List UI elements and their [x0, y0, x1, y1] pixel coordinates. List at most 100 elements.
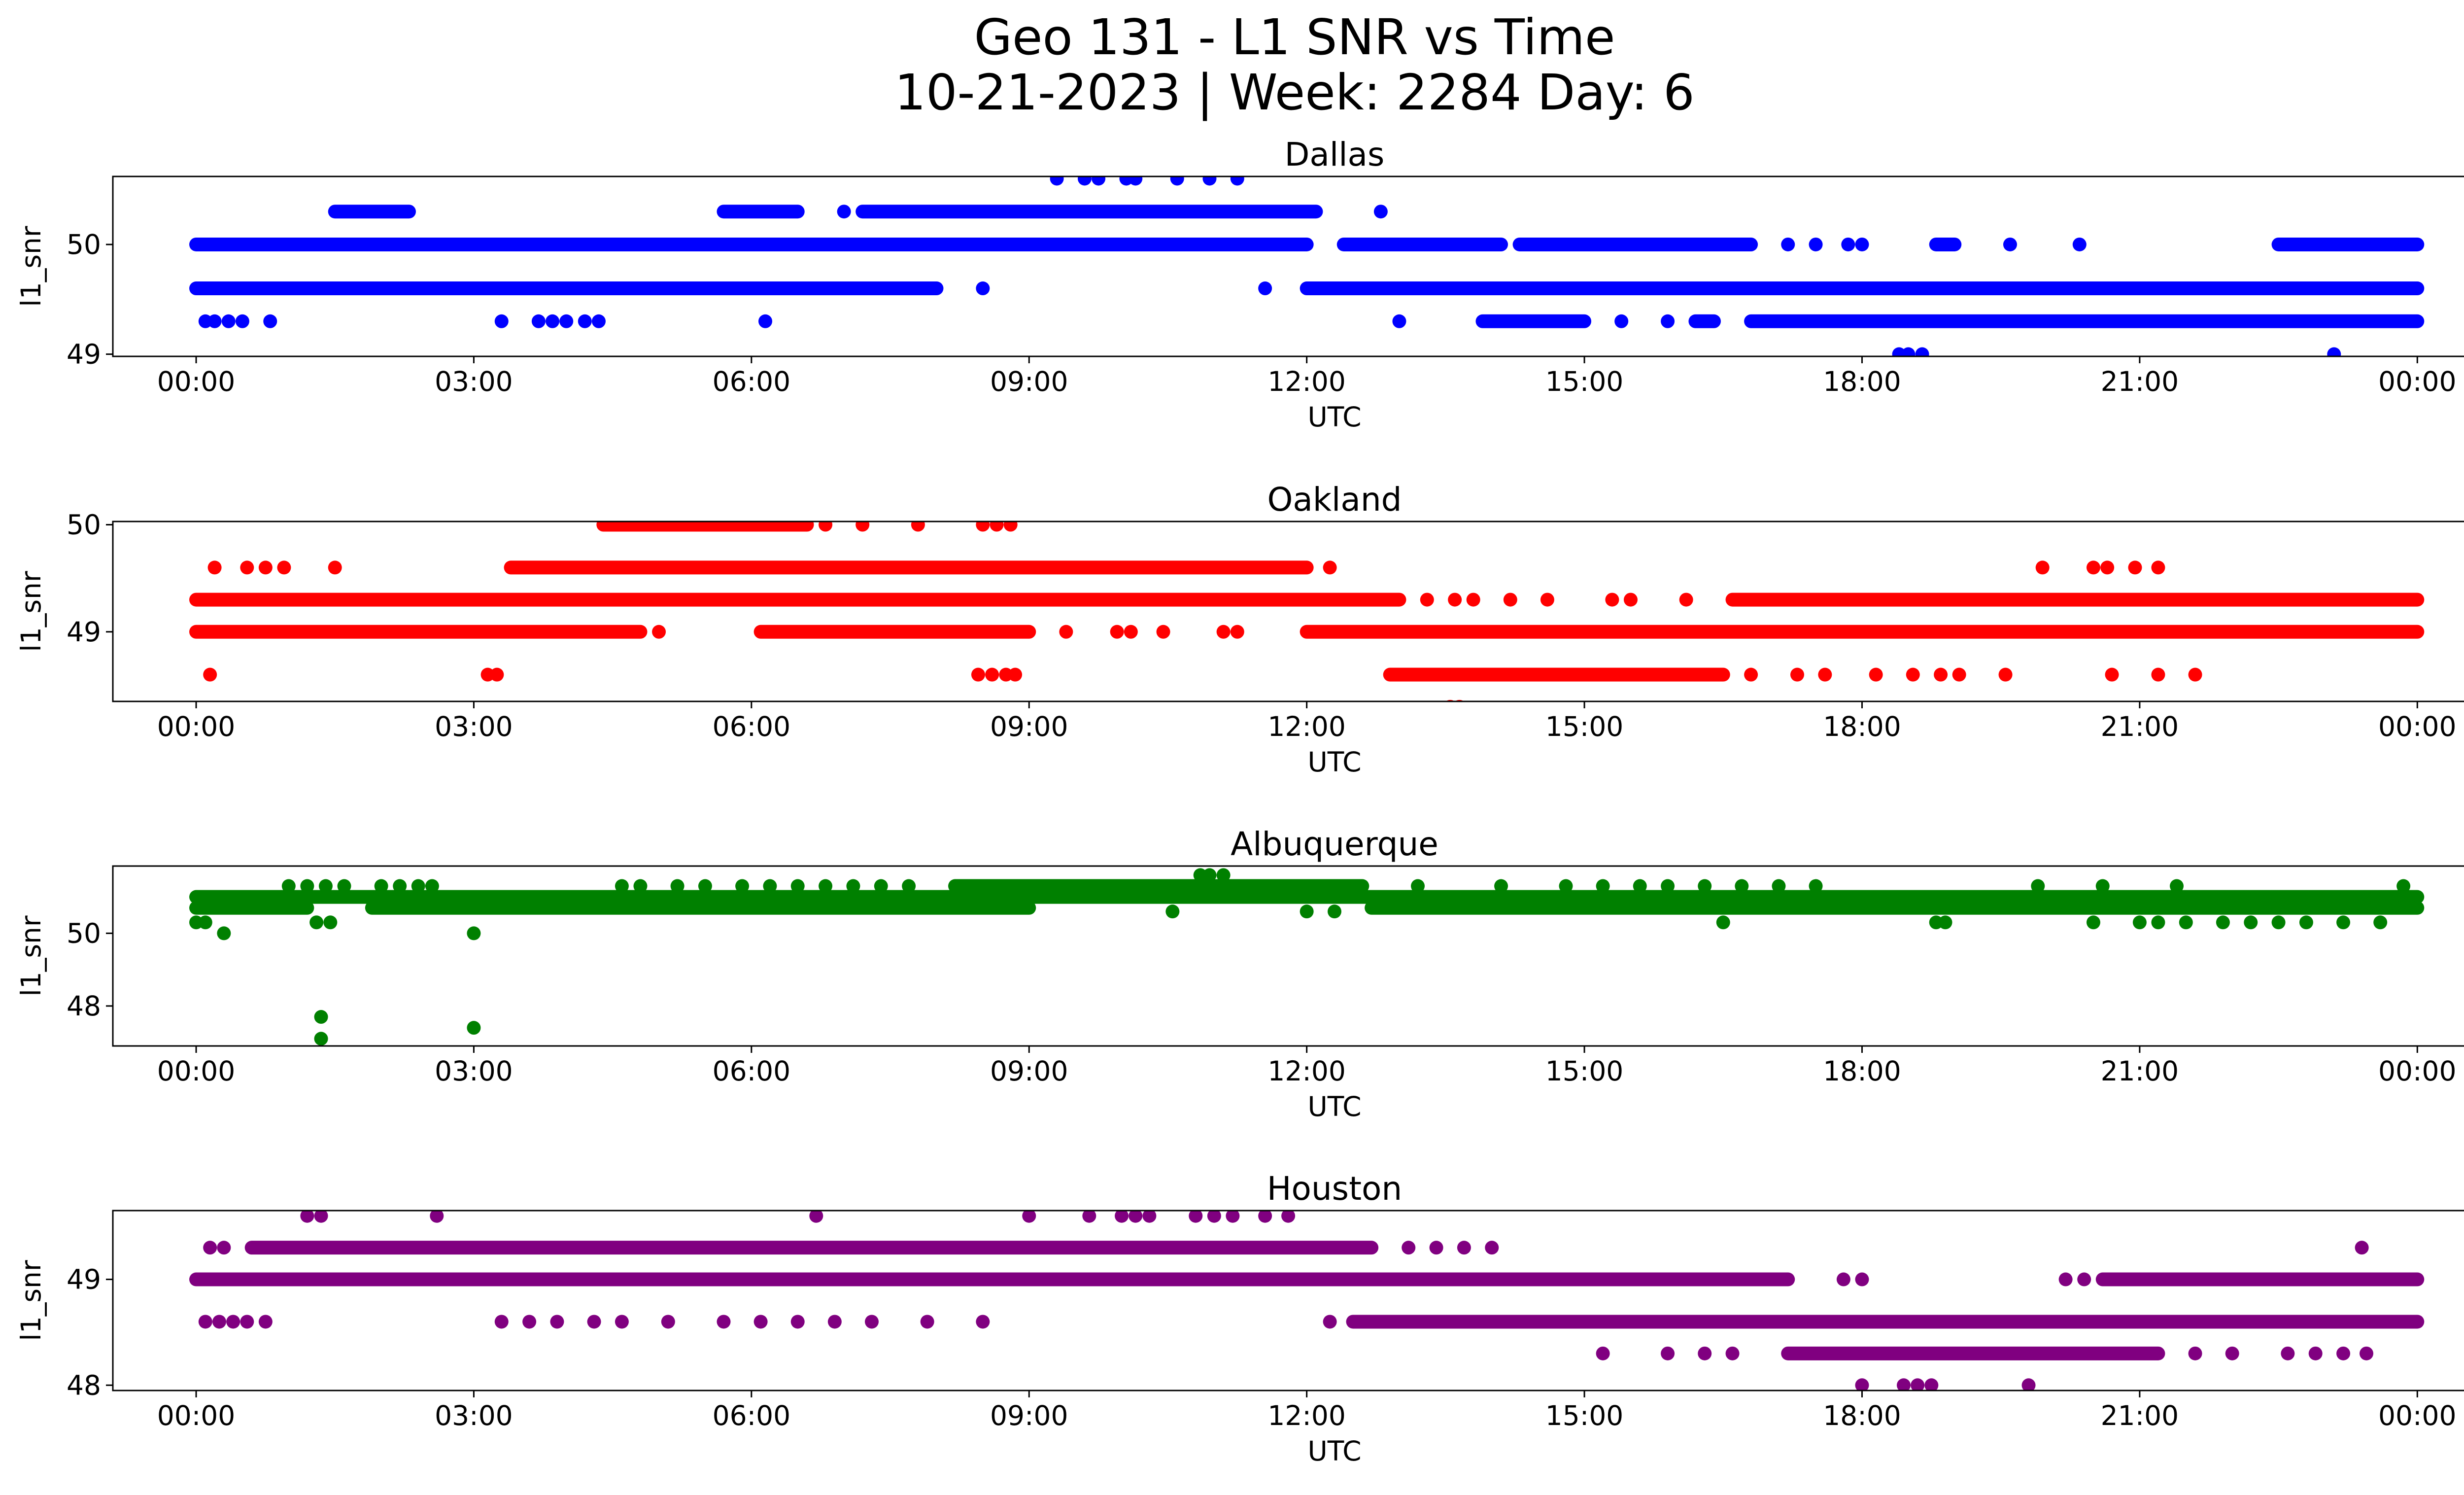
data-point	[1809, 237, 1823, 251]
data-point	[2128, 560, 2142, 575]
data-point	[911, 522, 925, 532]
data-point	[2281, 1346, 2295, 1360]
x-tick-label: 00:00	[157, 366, 236, 397]
x-tick-label: 18:00	[1823, 711, 1901, 742]
data-point	[314, 1032, 328, 1046]
y-tick-label: 50	[67, 509, 101, 541]
data-point	[467, 926, 481, 940]
x-tick-label: 00:00	[2378, 711, 2457, 742]
data-point	[856, 522, 870, 532]
data-point	[2100, 560, 2115, 575]
data-point	[1165, 904, 1180, 919]
data-point	[1559, 879, 1573, 893]
data-point	[2244, 915, 2258, 930]
data-point	[827, 1315, 842, 1329]
y-tick-label: 49	[67, 616, 101, 648]
data-point	[819, 522, 833, 532]
data-point	[328, 560, 342, 575]
data-point	[1003, 522, 1018, 532]
data-point	[258, 560, 273, 575]
x-tick-label: 06:00	[713, 1400, 791, 1431]
x-tick-label: 00:00	[2378, 366, 2457, 397]
x-tick-label: 00:00	[157, 711, 236, 742]
data-point	[425, 879, 439, 893]
data-point	[522, 1315, 537, 1329]
data-point	[1392, 314, 1406, 328]
data-point	[1230, 176, 1244, 186]
data-point	[1022, 1211, 1036, 1223]
data-point	[1661, 314, 1675, 328]
data-point	[1129, 1211, 1143, 1223]
data-point	[1698, 879, 1712, 893]
data-point	[2360, 1346, 2374, 1360]
data-point	[2151, 915, 2165, 930]
data-point	[652, 625, 666, 639]
data-point	[1448, 592, 1462, 607]
data-point	[763, 879, 777, 893]
data-point	[753, 1315, 768, 1329]
data-point	[1216, 625, 1231, 639]
data-point	[1092, 176, 1106, 186]
data-point	[874, 879, 888, 893]
data-point	[2072, 237, 2087, 251]
data-point	[531, 314, 546, 328]
data-point	[217, 926, 231, 940]
data-point	[2058, 1272, 2073, 1286]
x-tick-label: 15:00	[1545, 366, 1624, 397]
data-point	[1216, 868, 1231, 882]
x-tick-label: 00:00	[157, 1400, 236, 1431]
data-point	[1725, 1346, 1740, 1360]
data-point	[615, 879, 629, 893]
x-tick-label: 21:00	[2101, 1055, 2179, 1087]
data-point	[207, 560, 222, 575]
data-point	[374, 879, 388, 893]
data-point	[578, 314, 592, 328]
data-point	[546, 314, 560, 328]
y-axis-label: l1_snr	[15, 226, 47, 307]
data-point	[661, 1315, 675, 1329]
data-point	[1614, 314, 1629, 328]
data-point	[1110, 625, 1124, 639]
data-point	[1934, 667, 1948, 682]
data-point	[1633, 879, 1647, 893]
data-point	[1008, 667, 1023, 682]
data-point	[985, 667, 999, 682]
panel-title: Oakland	[1267, 481, 1402, 519]
data-point	[2132, 915, 2147, 930]
data-point	[1896, 1378, 1911, 1391]
axes-frame	[112, 175, 2464, 357]
panels: 00:00 03:00 06:00 09:00 12:00 15:00 18:00 21:00…	[15, 136, 2464, 1467]
data-point	[2179, 915, 2193, 930]
data-point	[1323, 1315, 1337, 1329]
data-point	[971, 667, 985, 682]
data-point	[240, 560, 254, 575]
x-tick-label: 03:00	[435, 366, 513, 397]
data-point	[2188, 667, 2202, 682]
data-point	[235, 314, 249, 328]
data-point	[1230, 625, 1244, 639]
data-point	[1818, 667, 1832, 682]
y-tick-label: 49	[67, 1264, 101, 1295]
data-point	[1300, 904, 1314, 919]
x-tick-label: 15:00	[1545, 1055, 1624, 1087]
data-point	[2299, 915, 2313, 930]
panel-title: Dallas	[1285, 136, 1385, 174]
panel-title: Houston	[1267, 1170, 1402, 1208]
data-point	[467, 1021, 481, 1035]
data-point	[1202, 868, 1217, 882]
data-point	[1059, 625, 1073, 639]
data-point	[2035, 560, 2050, 575]
data-point	[1744, 667, 1758, 682]
x-axis-label: UTC	[1307, 1091, 1361, 1122]
y-tick-label: 50	[67, 229, 101, 260]
y-tick-label: 48	[67, 1369, 101, 1401]
x-tick-label: 00:00	[157, 1055, 236, 1087]
data-point	[1901, 347, 1916, 356]
data-point	[615, 1315, 629, 1329]
x-axis-label: UTC	[1307, 1435, 1361, 1467]
data-point	[494, 314, 509, 328]
data-point	[2327, 347, 2341, 356]
data-point	[559, 314, 574, 328]
data-point	[2151, 667, 2165, 682]
data-point	[430, 1211, 444, 1223]
